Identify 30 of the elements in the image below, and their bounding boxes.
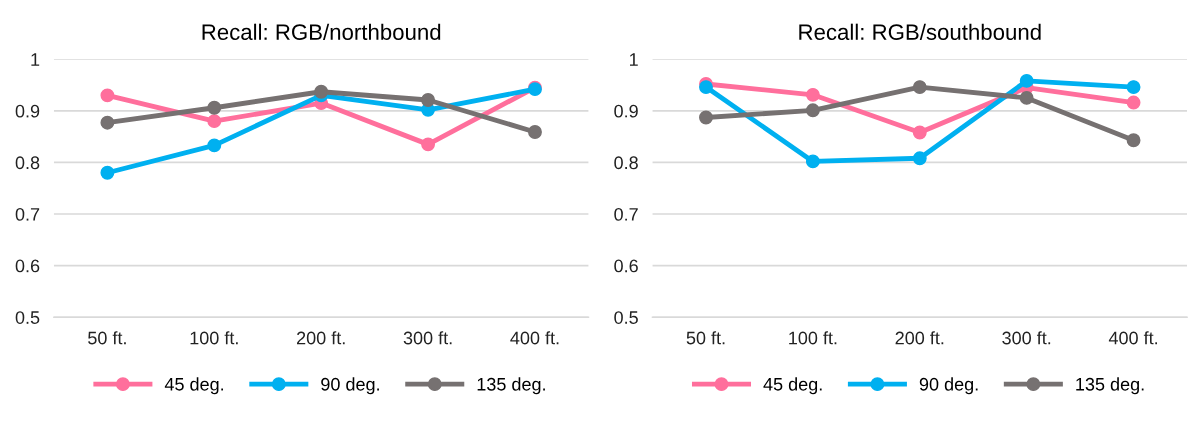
y-tick-label: 0.5 xyxy=(614,311,638,324)
legend-label: 135 deg. xyxy=(477,377,545,395)
y-tick-label: 0.9 xyxy=(15,104,40,118)
y-tick-label: 0.5 xyxy=(15,311,40,324)
x-tick-label: 200 ft. xyxy=(895,331,944,345)
y-tick-label: 0.6 xyxy=(614,259,638,273)
x-tick-label: 400 ft. xyxy=(1108,331,1158,345)
legend-label: 45 deg. xyxy=(763,377,822,395)
y-tick-label: 0.6 xyxy=(15,259,40,273)
legend-label: 90 deg. xyxy=(919,377,978,395)
x-tick-label: 200 ft. xyxy=(297,331,345,345)
x-tick-label: 50 ft. xyxy=(88,331,126,345)
x-tick-label: 300 ft. xyxy=(1002,331,1051,345)
y-tick-label: 1 xyxy=(31,53,40,66)
legend-label: 90 deg. xyxy=(321,377,379,395)
x-tick-label: 400 ft. xyxy=(510,331,559,345)
x-tick-label: 100 ft. xyxy=(190,331,238,345)
x-tick-label: 50 ft. xyxy=(686,331,725,345)
legend-label: 45 deg. xyxy=(164,377,224,395)
legend-label: 135 deg. xyxy=(1076,377,1144,395)
chart-title: Recall: RGB/southbound xyxy=(799,23,1041,40)
y-tick-label: 0.7 xyxy=(15,207,40,221)
y-tick-label: 1 xyxy=(630,53,638,66)
x-tick-label: 300 ft. xyxy=(403,331,452,345)
y-tick-label: 0.8 xyxy=(614,156,638,170)
y-tick-label: 0.9 xyxy=(614,104,638,118)
chart-title: Recall: RGB/northbound xyxy=(202,23,441,40)
y-tick-label: 0.8 xyxy=(15,156,40,170)
y-tick-label: 0.7 xyxy=(614,207,638,221)
x-tick-label: 100 ft. xyxy=(789,331,837,345)
